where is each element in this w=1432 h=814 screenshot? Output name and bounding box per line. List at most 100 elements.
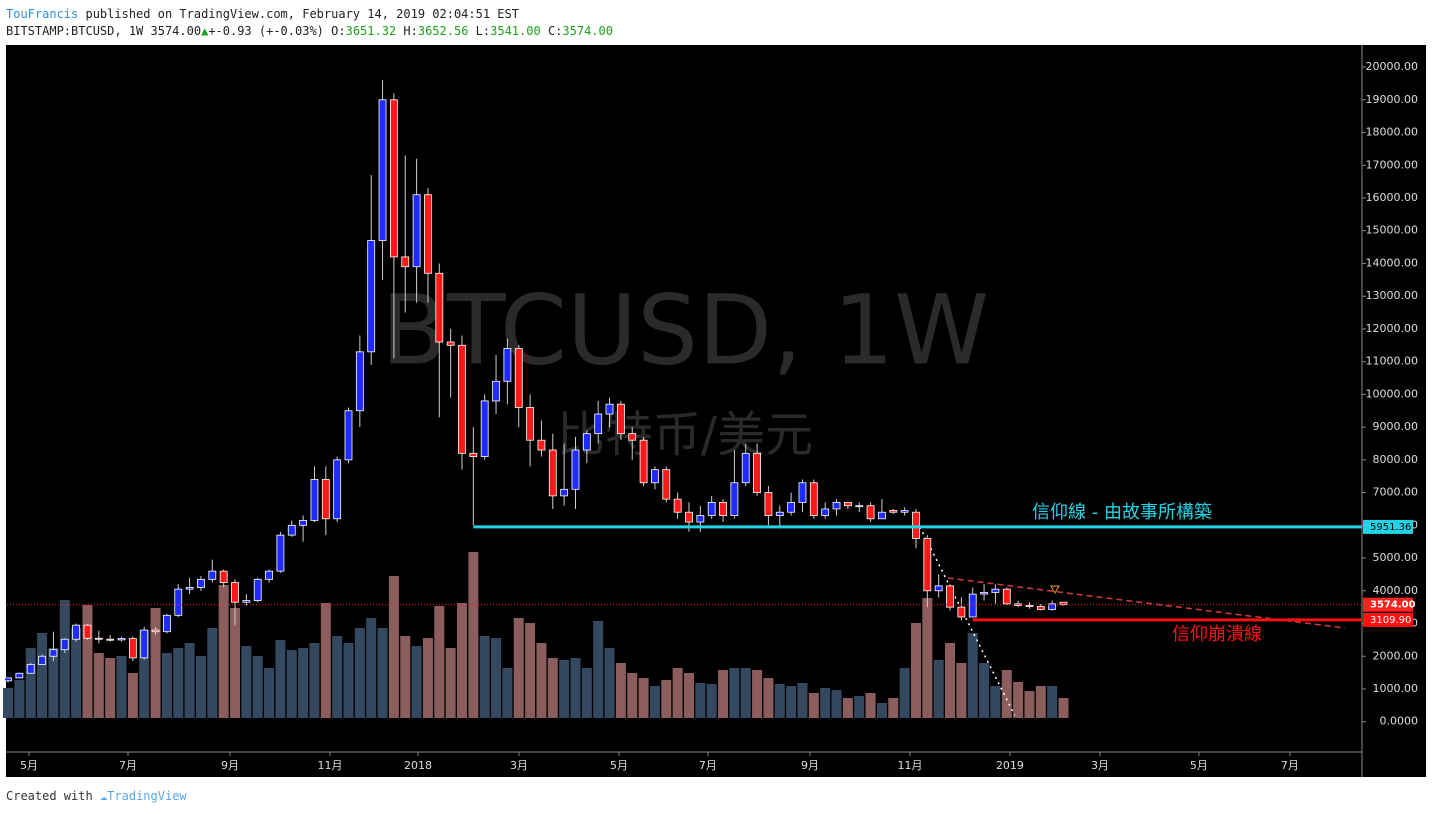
candle-body: [866, 505, 875, 520]
candle-body: [106, 638, 115, 641]
candle-body: [980, 592, 988, 595]
candle-body: [809, 482, 818, 516]
volume-bar: [945, 643, 956, 718]
volume-bar: [888, 698, 899, 718]
candle-body: [934, 585, 943, 592]
volume-bar: [37, 633, 48, 718]
x-tick-label: 11月: [897, 759, 922, 772]
volume-bar: [1001, 670, 1012, 718]
candle-body: [83, 624, 92, 639]
y-tick-label: 10000.00: [1366, 387, 1419, 400]
y-tick-label: 19000.00: [1366, 93, 1419, 106]
candle-body: [1036, 606, 1045, 610]
last-price-label: 3574.00: [1370, 600, 1416, 611]
candle-body: [639, 439, 648, 484]
volume-bar: [638, 678, 649, 718]
volume-bar: [184, 643, 195, 718]
volume-bar: [195, 656, 206, 718]
candle-body: [673, 498, 682, 513]
candle-body: [231, 582, 239, 603]
candle-body: [707, 502, 716, 516]
volume-bar: [502, 668, 513, 718]
candle-body: [378, 99, 387, 241]
volume-bar: [25, 648, 36, 718]
x-tick-label: 7月: [699, 759, 717, 772]
volume-bar: [615, 663, 626, 718]
volume-bar: [604, 648, 615, 718]
y-tick-label: 5000.00: [1373, 551, 1419, 564]
candle-body: [946, 585, 954, 608]
x-tick-label: 11月: [318, 759, 343, 772]
y-tick-label: 18000.00: [1366, 126, 1419, 139]
candle-body: [628, 433, 637, 441]
candle-body: [60, 638, 69, 651]
level-name: 信仰崩潰線: [1172, 624, 1262, 645]
candle-body: [469, 452, 478, 457]
volume-bar: [445, 648, 456, 718]
y-tick-label: 4000.00: [1373, 584, 1419, 597]
candle-body: [594, 413, 603, 435]
candle-body: [582, 433, 591, 451]
volume-bar: [275, 640, 286, 718]
candle-body: [185, 587, 194, 590]
brand[interactable]: ☁TradingView: [99, 789, 187, 803]
candle-body: [741, 452, 750, 484]
created: Created with: [6, 789, 93, 803]
volume-bar: [366, 618, 377, 718]
volume-bar: [956, 663, 967, 718]
candle-body: [503, 348, 512, 382]
x-tick-label: 5月: [610, 759, 628, 772]
candle-body: [775, 511, 784, 516]
l: 3541.00: [490, 24, 541, 38]
candle-body: [389, 99, 398, 258]
candle-body: [753, 452, 761, 493]
level-box: [1363, 519, 1413, 534]
y-tick-label: 14000.00: [1366, 256, 1419, 269]
volume-bar: [59, 600, 70, 718]
volume-bar: [854, 696, 865, 718]
published: published on TradingView.com, February 1…: [85, 7, 519, 21]
candle-body: [242, 600, 251, 603]
candle-body: [492, 380, 500, 402]
footer: Created with ☁TradingView: [6, 789, 187, 803]
candle-body: [287, 524, 296, 536]
candle-body: [526, 407, 534, 441]
candle-body: [855, 505, 864, 508]
x-tick-label: 2019: [996, 759, 1024, 772]
candle-body: [355, 351, 364, 412]
volume-bar: [718, 670, 729, 718]
brand-text[interactable]: TradingView: [107, 789, 187, 803]
trendline: [919, 526, 1016, 716]
y-tick-label: 9000.00: [1373, 420, 1419, 433]
candle-body: [151, 629, 160, 633]
volume-bar: [116, 656, 127, 718]
volume-bar: [922, 598, 933, 718]
volume-bar: [661, 680, 672, 718]
marker: [1050, 585, 1060, 595]
candle-body: [265, 570, 273, 580]
volume-bar: [876, 703, 887, 718]
volume-bar: [706, 684, 717, 718]
author[interactable]: TouFrancis: [6, 7, 79, 21]
last-price-box: [1363, 597, 1413, 612]
candle-body: [412, 194, 421, 268]
volume-bar: [786, 686, 797, 718]
volume-bar: [774, 684, 785, 718]
candle-body: [878, 511, 886, 520]
candle-body: [571, 449, 580, 490]
y-tick-label: 12000.00: [1366, 322, 1419, 335]
volume-bar: [808, 693, 819, 718]
candle-body: [72, 624, 81, 640]
x-tick-label: 3月: [1091, 759, 1109, 772]
candle-body: [560, 488, 569, 497]
x-tick-label: 3月: [510, 759, 528, 772]
candle-body: [719, 502, 727, 516]
volume-bar: [559, 660, 570, 718]
volume-bar: [831, 690, 842, 718]
volume-bar: [1047, 686, 1058, 718]
y-tick-label: 20000.00: [1366, 60, 1419, 73]
candle-body: [696, 515, 705, 523]
volume-bar: [343, 643, 354, 718]
